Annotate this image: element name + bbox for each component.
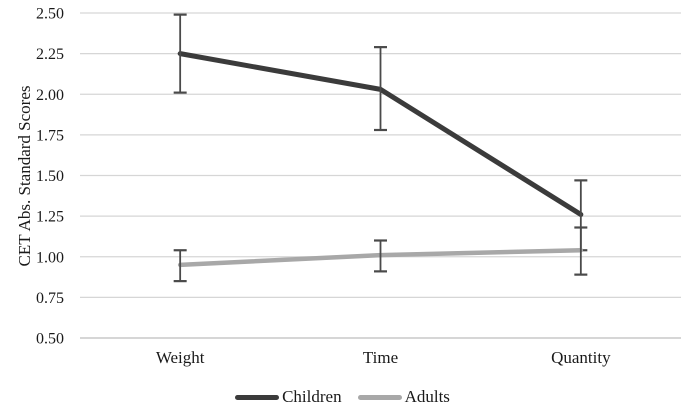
legend-label-children: Children [282, 387, 342, 406]
y-tick-label: 1.50 [36, 168, 64, 185]
y-tick-label: 0.50 [36, 331, 64, 348]
legend-label-adults: Adults [404, 387, 450, 406]
legend: Children Adults [0, 386, 685, 408]
legend-line-swatch-adults [357, 394, 402, 400]
x-category-label: Quantity [551, 348, 611, 367]
y-tick-label: 1.25 [36, 209, 64, 226]
y-tick-label: 0.75 [36, 290, 64, 307]
y-tick-label: 2.25 [36, 46, 64, 63]
legend-item-adults: Adults [357, 386, 450, 408]
plot-area: 2.50 2.25 2.00 1.75 1.50 1.25 1.00 0.75 0.50 Weig… [36, 6, 681, 367]
x-category-label: Time [363, 348, 398, 367]
legend-line-swatch-children [235, 394, 280, 400]
y-tick-label: 2.50 [36, 6, 64, 23]
legend-item-children: Children [235, 386, 342, 408]
y-tick-label: 1.00 [36, 249, 64, 266]
x-category-label: Weight [156, 348, 205, 367]
y-tick-label: 2.00 [36, 87, 64, 104]
y-tick-label: 1.75 [36, 127, 64, 144]
